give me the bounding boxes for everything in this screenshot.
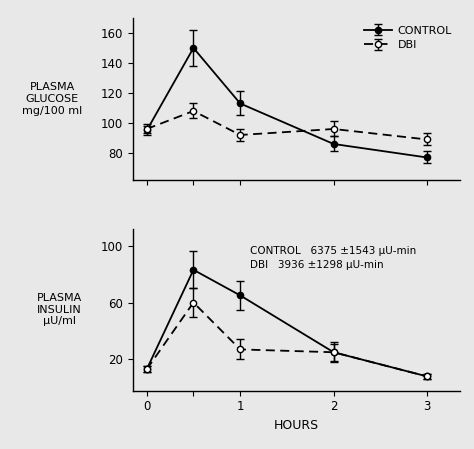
Text: CONTROL   6375 ±1543 μU-min
DBI   3936 ±1298 μU-min: CONTROL 6375 ±1543 μU-min DBI 3936 ±1298… (249, 246, 416, 270)
Legend: CONTROL, DBI: CONTROL, DBI (362, 23, 454, 53)
Y-axis label: PLASMA
GLUCOSE
mg/100 ml: PLASMA GLUCOSE mg/100 ml (22, 82, 82, 115)
X-axis label: HOURS: HOURS (273, 419, 319, 432)
Y-axis label: PLASMA
INSULIN
μU/ml: PLASMA INSULIN μU/ml (36, 293, 82, 326)
